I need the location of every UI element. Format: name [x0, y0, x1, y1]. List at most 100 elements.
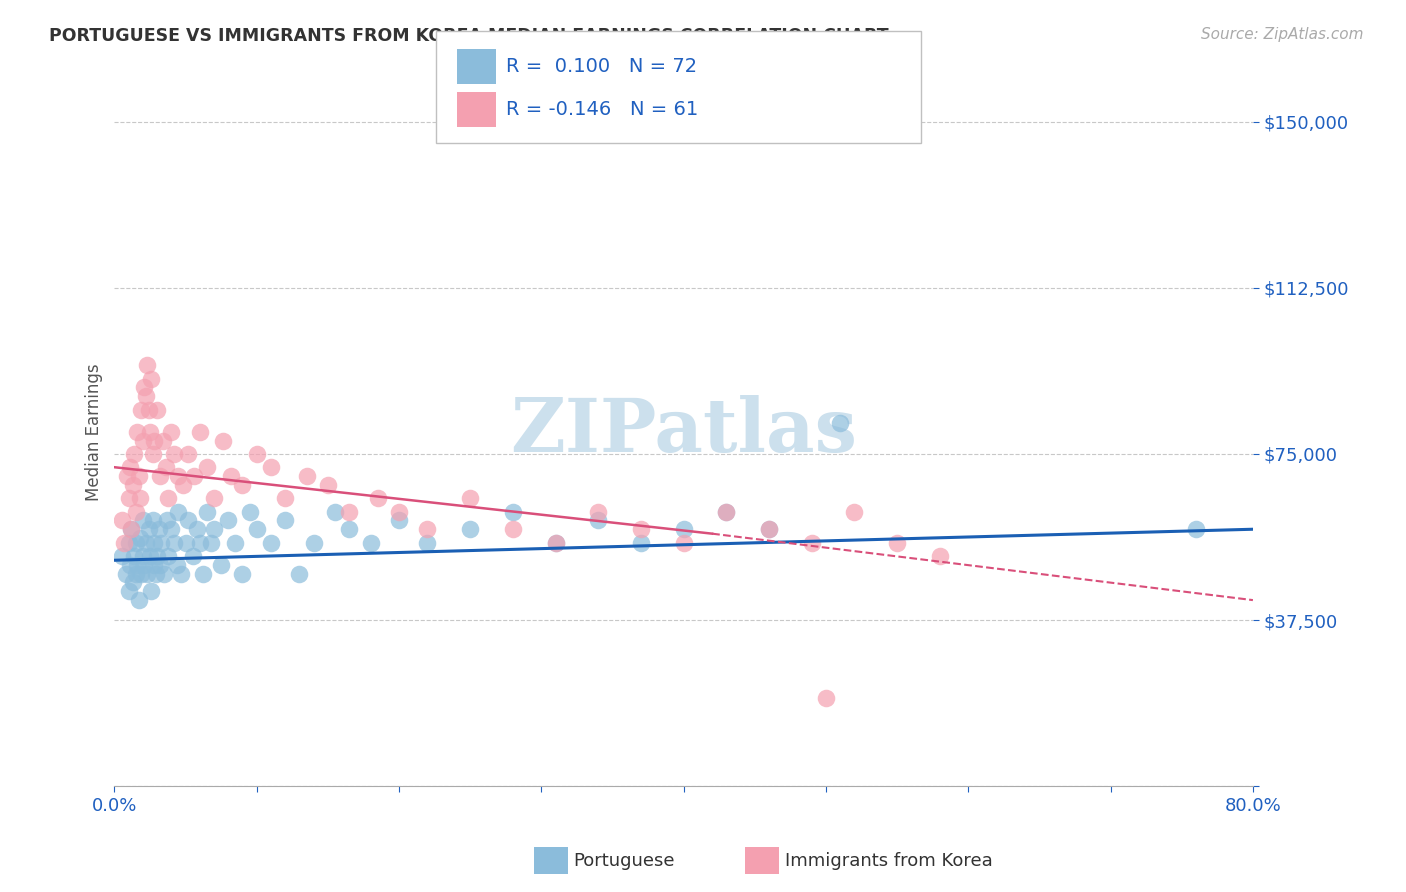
Point — [177, 513, 200, 527]
Point — [181, 549, 204, 563]
Point — [502, 522, 524, 536]
Point — [129, 531, 152, 545]
Point — [844, 504, 866, 518]
Point — [367, 491, 389, 506]
Text: R = -0.146   N = 61: R = -0.146 N = 61 — [506, 100, 699, 119]
Point — [121, 522, 143, 536]
Point — [134, 380, 156, 394]
Point — [148, 522, 170, 536]
Point — [145, 566, 167, 581]
Point — [202, 522, 225, 536]
Point — [135, 535, 157, 549]
Point — [202, 491, 225, 506]
Point — [131, 402, 153, 417]
Point — [139, 425, 162, 439]
Point — [630, 535, 652, 549]
Point — [183, 469, 205, 483]
Point — [274, 491, 297, 506]
Point — [120, 558, 142, 572]
Point — [124, 447, 146, 461]
Point — [337, 504, 360, 518]
Point — [200, 535, 222, 549]
Point — [167, 469, 190, 483]
Point — [117, 491, 139, 506]
Point — [143, 434, 166, 448]
Point — [117, 584, 139, 599]
Point — [239, 504, 262, 518]
Point — [125, 566, 148, 581]
Point — [142, 513, 165, 527]
Point — [150, 535, 173, 549]
Point — [132, 549, 155, 563]
Point — [163, 447, 186, 461]
Text: Source: ZipAtlas.com: Source: ZipAtlas.com — [1201, 27, 1364, 42]
Point — [295, 469, 318, 483]
Point — [117, 535, 139, 549]
Point — [231, 566, 253, 581]
Point — [138, 402, 160, 417]
Point — [886, 535, 908, 549]
Point — [134, 558, 156, 572]
Point — [160, 522, 183, 536]
Point — [260, 460, 283, 475]
Text: R =  0.100   N = 72: R = 0.100 N = 72 — [506, 57, 697, 76]
Point — [114, 566, 136, 581]
Point — [125, 535, 148, 549]
Point — [758, 522, 780, 536]
Point — [121, 522, 143, 536]
Point — [153, 566, 176, 581]
Point — [209, 558, 232, 572]
Point — [146, 402, 169, 417]
Point — [588, 504, 610, 518]
Point — [143, 535, 166, 549]
Point — [167, 504, 190, 518]
Point — [172, 478, 194, 492]
Point — [928, 549, 950, 563]
Point — [163, 535, 186, 549]
Point — [149, 558, 172, 572]
Point — [143, 558, 166, 572]
Point — [136, 359, 159, 373]
Point — [217, 513, 239, 527]
Point — [110, 549, 132, 563]
Point — [211, 434, 233, 448]
Point — [246, 447, 269, 461]
Point — [120, 460, 142, 475]
Point — [544, 535, 567, 549]
Point — [186, 522, 208, 536]
Point — [716, 504, 738, 518]
Text: PORTUGUESE VS IMMIGRANTS FROM KOREA MEDIAN EARNINGS CORRELATION CHART: PORTUGUESE VS IMMIGRANTS FROM KOREA MEDI… — [49, 27, 889, 45]
Point — [127, 425, 149, 439]
Point — [131, 566, 153, 581]
Point — [128, 469, 150, 483]
Point — [135, 389, 157, 403]
Point — [149, 469, 172, 483]
Point — [110, 513, 132, 527]
Point — [125, 504, 148, 518]
Point — [388, 513, 411, 527]
Point — [302, 535, 325, 549]
Point — [157, 549, 180, 563]
Point — [758, 522, 780, 536]
Point — [502, 504, 524, 518]
Point — [174, 535, 197, 549]
Point — [830, 416, 852, 430]
Point — [672, 522, 695, 536]
Point — [337, 522, 360, 536]
Point — [127, 558, 149, 572]
Point — [141, 371, 163, 385]
Point — [188, 535, 211, 549]
Point — [122, 478, 145, 492]
Point — [416, 522, 439, 536]
Point — [360, 535, 382, 549]
Point — [588, 513, 610, 527]
Point — [146, 549, 169, 563]
Point — [142, 447, 165, 461]
Point — [160, 425, 183, 439]
Point — [157, 491, 180, 506]
Point — [128, 593, 150, 607]
Point — [139, 549, 162, 563]
Point — [219, 469, 242, 483]
Point — [1185, 522, 1208, 536]
Point — [129, 491, 152, 506]
